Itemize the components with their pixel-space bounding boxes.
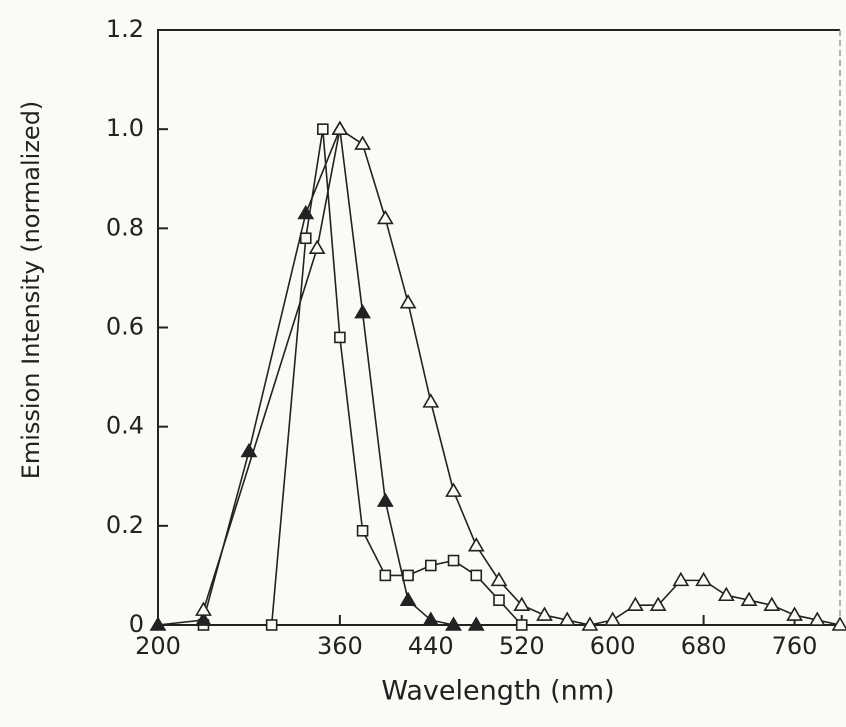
y-tick-label: 0.8 [106,213,144,241]
y-axis-label: Emission Intensity (normalized) [17,101,45,480]
triangle-marker [331,120,349,135]
y-tick-label: 0.6 [106,313,144,341]
square-marker [515,619,528,631]
triangle-marker [297,204,315,220]
square-marker [334,331,346,344]
triangle-marker [445,482,462,497]
x-tick-label: 680 [681,632,727,660]
triangle-marker [581,616,599,631]
triangle-marker [831,616,846,631]
y-tick-label: 0.4 [106,412,144,440]
square-marker [317,123,329,135]
triangle-marker [513,596,531,611]
triangle-marker [149,616,167,631]
x-tick-label: 600 [590,632,636,660]
square-marker [493,594,505,607]
triangle-marker [354,304,371,319]
triangle-marker [195,611,212,626]
x-tick-label: 440 [408,632,454,660]
square-marker [265,619,278,631]
triangle-marker [808,611,826,626]
triangle-marker [422,611,440,626]
square-marker [356,524,369,537]
triangle-marker [763,596,781,611]
triangle-marker [195,601,212,616]
series-line [157,126,477,626]
y-tick-label: 0.2 [106,511,144,539]
triangle-marker [354,135,371,150]
triangle-marker [376,492,394,507]
triangle-marker [627,596,644,611]
axis-frame [157,29,840,626]
triangle-marker [490,571,508,587]
triangle-marker [467,616,485,631]
triangle-marker [649,596,667,611]
triangle-marker [717,586,735,602]
triangle-marker [786,606,803,621]
triangle-marker [308,239,326,254]
y-tick-label: 0 [129,610,144,638]
x-tick-label: 200 [135,632,181,660]
triangle-marker [740,591,758,607]
x-axis-label: Wavelength (nm) [381,676,614,707]
y-tick-label: 1.2 [106,15,144,43]
triangle-marker [672,571,690,587]
square-marker [402,569,414,582]
triangle-marker [422,393,440,408]
triangle-marker [399,591,417,607]
triangle-marker [695,571,712,587]
triangle-marker [558,611,576,626]
triangle-marker [399,294,417,309]
y-tick-label: 1.0 [106,114,144,142]
x-tick-label: 360 [317,632,363,660]
triangle-marker [376,209,394,225]
square-marker [470,569,483,582]
series-line [202,127,841,626]
x-tick-label: 520 [499,632,545,660]
triangle-marker [467,537,485,552]
triangle-marker [604,611,622,626]
x-tick-label: 760 [772,632,818,660]
square-marker [447,554,460,567]
square-marker [379,569,392,582]
square-marker [424,559,437,572]
square-marker [299,232,312,245]
triangle-marker [536,606,553,621]
triangle-marker [445,616,462,631]
